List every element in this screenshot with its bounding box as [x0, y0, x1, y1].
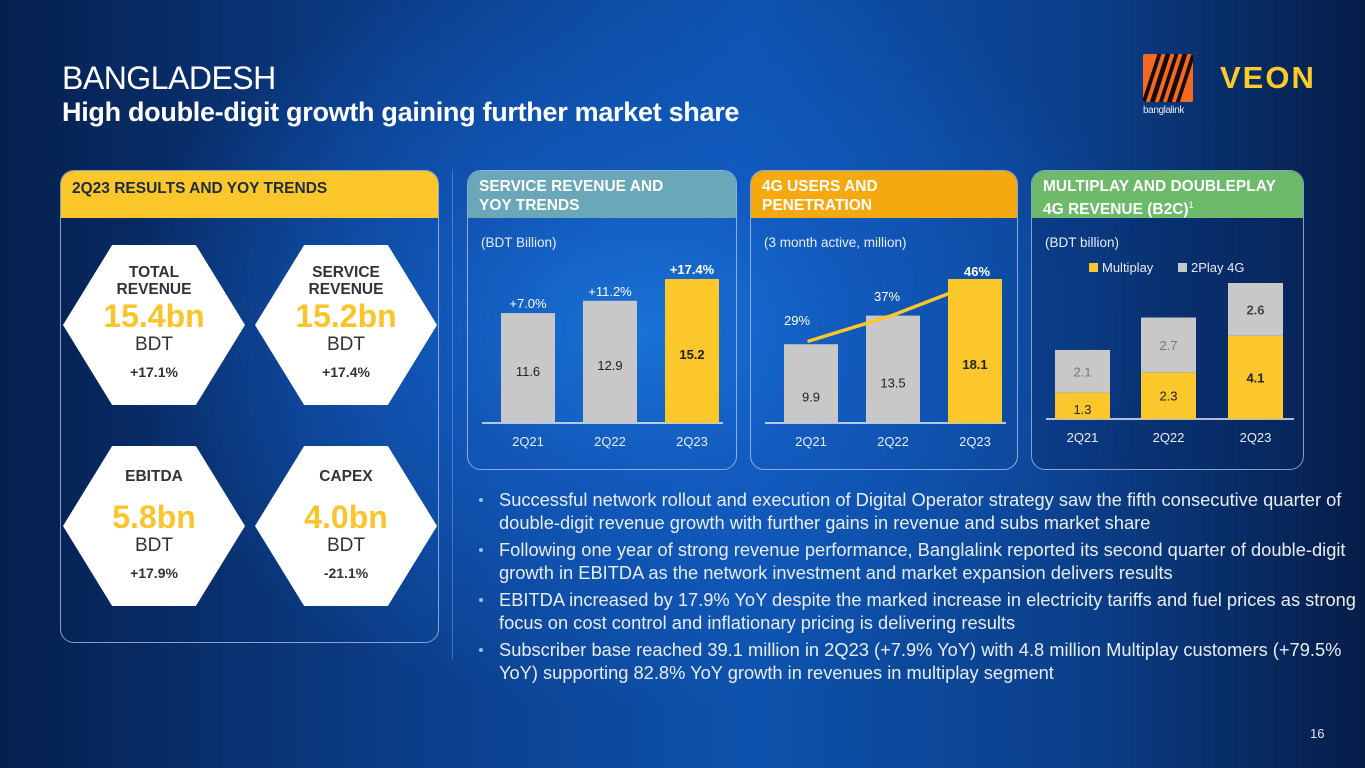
legend-swatch-multiplay: [1089, 263, 1098, 272]
legend-label: Multiplay: [1102, 260, 1154, 275]
penetration-label: 37%: [874, 289, 900, 304]
kpi-unit: BDT: [327, 334, 365, 355]
bar-multiplay-2Q21: [1055, 392, 1110, 419]
bar-2play-2Q21: [1055, 349, 1110, 393]
page-title: BANGLADESH: [62, 60, 276, 96]
bullet-item: Subscriber base reached 39.1 million in …: [477, 638, 1357, 684]
header-line: 4G USERS AND: [762, 178, 878, 195]
kpi-change: +17.1%: [130, 364, 178, 380]
bar-2Q22: [866, 315, 920, 423]
bar-2Q21: [784, 344, 838, 423]
service-revenue-chart: 11.6 2Q21 +7.0% 12.9 2Q22 +11.2% 15.2 2Q23 +17.4…: [482, 262, 723, 449]
bar-value-label: 2.1: [1073, 364, 1091, 379]
multiplay-panel: MULTIPLAY AND DOUBLEPLAY 4G REVENUE (B2C…: [1031, 170, 1304, 470]
growth-label: +11.2%: [588, 284, 632, 299]
penetration-label: 46%: [964, 264, 990, 279]
x-tick-label: 2Q22: [594, 434, 626, 449]
legend-swatch-2play: [1178, 263, 1187, 272]
x-tick-label: 2Q22: [1153, 430, 1185, 445]
kpi-title: CAPEX: [319, 468, 373, 485]
x-tick-label: 2Q23: [959, 434, 991, 449]
unit-label: (BDT Billion): [481, 235, 557, 250]
page-number: 16: [1310, 726, 1325, 741]
service-revenue-header: SERVICE REVENUE AND YOY TRENDS: [468, 171, 736, 218]
kpi-unit: BDT: [135, 535, 173, 556]
bar-2Q23: [665, 279, 719, 423]
kpi-change: +17.9%: [130, 565, 178, 581]
bar-2Q21: [501, 313, 555, 423]
bar-value-label: 2.6: [1246, 302, 1264, 317]
service-revenue-panel: SERVICE REVENUE AND YOY TRENDS (BDT Bill…: [467, 170, 737, 470]
x-tick-label: 2Q23: [1240, 430, 1272, 445]
kpi-title: SERVICE: [312, 264, 380, 281]
bullet-item: Successful network rollout and execution…: [477, 488, 1357, 534]
unit-label: (BDT billion): [1045, 235, 1120, 250]
4g-users-header: 4G USERS AND PENETRATION: [751, 171, 1017, 218]
kpi-change: -21.1%: [323, 565, 369, 581]
x-tick-label: 2Q21: [795, 434, 827, 449]
header-line: MULTIPLAY AND DOUBLEPLAY: [1043, 178, 1276, 195]
x-tick-label: 2Q23: [676, 434, 708, 449]
x-tick-label: 2Q21: [512, 434, 544, 449]
penetration-label: 29%: [784, 313, 810, 328]
bar-value-label: 15.2: [679, 347, 704, 362]
bar-multiplay-2Q23: [1228, 335, 1283, 419]
section-divider: [452, 170, 453, 660]
bar-value-label: 18.1: [962, 357, 987, 372]
footnote-marker: 1: [1188, 200, 1194, 210]
kpi-title: REVENUE: [308, 281, 384, 298]
4g-users-panel: 4G USERS AND PENETRATION (3 month active…: [750, 170, 1018, 470]
bar-value-label: 12.9: [597, 358, 622, 373]
bar-value-label: 13.5: [880, 375, 905, 390]
commentary-list: Successful network rollout and execution…: [477, 488, 1357, 688]
bar-value-label: 1.3: [1073, 402, 1091, 417]
veon-logo: VEON: [1220, 60, 1316, 95]
bar-2play-2Q22: [1141, 317, 1196, 373]
results-panel: 2Q23 RESULTS AND YOY TRENDS: [60, 170, 439, 643]
tiger-stripes-icon: [1143, 54, 1193, 102]
kpi-value: 4.0bn: [304, 499, 388, 535]
header-line: SERVICE REVENUE AND: [479, 178, 664, 195]
unit-label: (3 month active, million): [764, 235, 907, 250]
bar-value-label: 2.7: [1159, 338, 1177, 353]
kpi-value: 15.4bn: [103, 298, 205, 334]
header-line: 4G REVENUE (B2C): [1043, 201, 1189, 219]
header-line: YOY TRENDS: [479, 197, 580, 214]
legend-label: 2Play 4G: [1191, 260, 1244, 275]
x-tick-label: 2Q22: [877, 434, 909, 449]
bar-2Q23: [948, 279, 1002, 423]
kpi-title: TOTAL: [128, 264, 180, 281]
kpi-change: +17.4%: [322, 364, 370, 380]
x-tick-label: 2Q21: [1067, 430, 1099, 445]
bar-multiplay-2Q22: [1141, 372, 1196, 419]
bullet-item: Following one year of strong revenue per…: [477, 538, 1357, 584]
bar-value-label: 2.3: [1159, 389, 1177, 404]
bullet-item: EBITDA increased by 17.9% YoY despite th…: [477, 588, 1357, 634]
kpi-title: EBITDA: [125, 468, 183, 485]
multiplay-header: MULTIPLAY AND DOUBLEPLAY 4G REVENUE (B2C…: [1032, 171, 1303, 218]
results-panel-header: 2Q23 RESULTS AND YOY TRENDS: [61, 171, 438, 218]
header-line: PENETRATION: [762, 197, 872, 214]
bar-2Q22: [583, 300, 637, 423]
penetration-line: [807, 281, 978, 343]
page-subtitle: High double-digit growth gaining further…: [62, 97, 740, 127]
banglalink-logo: banglalink: [1143, 54, 1195, 124]
growth-label: +17.4%: [670, 262, 715, 277]
growth-label: +7.0%: [509, 296, 547, 311]
kpi-value: 5.8bn: [112, 499, 196, 535]
bar-2play-2Q23: [1228, 283, 1283, 336]
kpi-title: REVENUE: [116, 281, 192, 298]
bar-value-label: 11.6: [516, 364, 540, 379]
bar-value-label: 9.9: [802, 390, 820, 405]
multiplay-chart: Multiplay 2Play 4G 1.3 2.1 2Q21 2.3 2.7 2Q22 4.1…: [1046, 260, 1294, 445]
bar-value-label: 4.1: [1246, 370, 1264, 385]
kpi-unit: BDT: [135, 334, 173, 355]
4g-users-chart: 9.9 2Q21 13.5 2Q22 18.1 2Q23 29% 37% 46%: [765, 264, 1006, 449]
banglalink-wordmark: banglalink: [1143, 105, 1185, 116]
kpi-value: 15.2bn: [295, 298, 397, 334]
kpi-unit: BDT: [327, 535, 365, 556]
